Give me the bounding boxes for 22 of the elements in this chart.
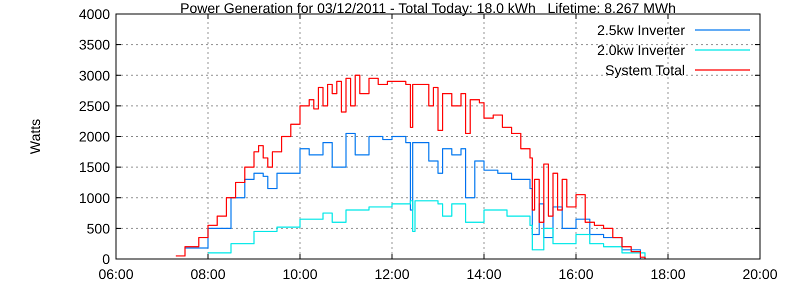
chart-title: Power Generation for 03/12/2011 - Total Today: 18.0 kWh Lifetime: 8.267 MWh [180, 0, 676, 16]
x-tick-label: 16:00 [558, 266, 594, 282]
y-tick-label: 2500 [78, 98, 110, 114]
y-tick-label: 2000 [78, 128, 110, 144]
x-tick-label: 12:00 [374, 266, 410, 282]
y-tick-label: 3000 [78, 67, 110, 84]
y-tick-label: 0 [102, 251, 110, 267]
x-tick-label: 20:00 [742, 266, 778, 282]
legend-label: System Total [605, 62, 685, 78]
legend-label: 2.5kw Inverter [597, 22, 686, 38]
y-axis-title: Watts [27, 118, 43, 154]
x-tick-label: 06:00 [98, 266, 134, 282]
y-tick-label: 1000 [78, 190, 110, 206]
x-tick-label: 10:00 [282, 266, 318, 282]
x-tick-label: 18:00 [650, 266, 686, 282]
y-tick-label: 3500 [78, 36, 110, 53]
legend-label: 2.0kw Inverter [597, 42, 686, 58]
y-tick-label: 4000 [78, 6, 110, 22]
y-tick-label: 1500 [78, 159, 110, 176]
y-tick-label: 500 [86, 220, 110, 236]
x-tick-label: 08:00 [190, 266, 226, 282]
x-tick-label: 14:00 [466, 266, 502, 282]
